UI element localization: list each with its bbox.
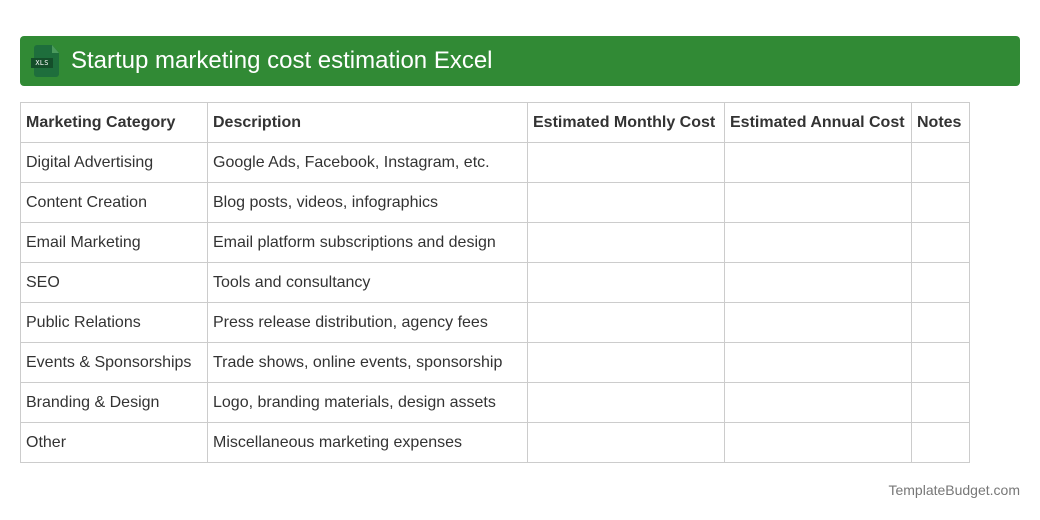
annual-cost-cell: [724, 142, 912, 183]
notes-cell: [911, 222, 970, 263]
category-cell: Email Marketing: [20, 222, 208, 263]
notes-cell: [911, 142, 970, 183]
annual-cost-cell: [724, 422, 912, 463]
column-header-annual-cost: Estimated Annual Cost: [724, 102, 912, 143]
annual-cost-cell: [724, 302, 912, 343]
description-cell: Trade shows, online events, sponsorship: [207, 342, 528, 383]
table-row: Public Relations Press release distribut…: [20, 302, 970, 343]
title-banner: XLS Startup marketing cost estimation Ex…: [20, 36, 1020, 86]
monthly-cost-cell: [527, 382, 725, 423]
description-cell: Miscellaneous marketing expenses: [207, 422, 528, 463]
category-cell: SEO: [20, 262, 208, 303]
annual-cost-cell: [724, 182, 912, 223]
category-cell: Content Creation: [20, 182, 208, 223]
monthly-cost-cell: [527, 182, 725, 223]
description-cell: Press release distribution, agency fees: [207, 302, 528, 343]
monthly-cost-cell: [527, 262, 725, 303]
notes-cell: [911, 302, 970, 343]
table-header-row: Marketing Category Description Estimated…: [20, 102, 970, 143]
table-row: Digital Advertising Google Ads, Facebook…: [20, 142, 970, 183]
category-cell: Branding & Design: [20, 382, 208, 423]
table-row: SEO Tools and consultancy: [20, 262, 970, 303]
column-header-monthly-cost: Estimated Monthly Cost: [527, 102, 725, 143]
description-cell: Blog posts, videos, infographics: [207, 182, 528, 223]
description-cell: Google Ads, Facebook, Instagram, etc.: [207, 142, 528, 183]
cost-table: Marketing Category Description Estimated…: [20, 102, 970, 463]
notes-cell: [911, 182, 970, 223]
annual-cost-cell: [724, 262, 912, 303]
description-cell: Email platform subscriptions and design: [207, 222, 528, 263]
footer-brand: TemplateBudget.com: [888, 482, 1020, 498]
category-cell: Digital Advertising: [20, 142, 208, 183]
category-cell: Other: [20, 422, 208, 463]
column-header-description: Description: [207, 102, 528, 143]
notes-cell: [911, 422, 970, 463]
annual-cost-cell: [724, 222, 912, 263]
category-cell: Events & Sponsorships: [20, 342, 208, 383]
notes-cell: [911, 262, 970, 303]
table-row: Events & Sponsorships Trade shows, onlin…: [20, 342, 970, 383]
notes-cell: [911, 382, 970, 423]
page-title: Startup marketing cost estimation Excel: [71, 47, 493, 74]
column-header-notes: Notes: [911, 102, 970, 143]
column-header-category: Marketing Category: [20, 102, 208, 143]
notes-cell: [911, 342, 970, 383]
table-row: Email Marketing Email platform subscript…: [20, 222, 970, 263]
description-cell: Logo, branding materials, design assets: [207, 382, 528, 423]
annual-cost-cell: [724, 382, 912, 423]
annual-cost-cell: [724, 342, 912, 383]
monthly-cost-cell: [527, 222, 725, 263]
xls-file-icon: XLS: [31, 45, 59, 77]
monthly-cost-cell: [527, 422, 725, 463]
monthly-cost-cell: [527, 302, 725, 343]
monthly-cost-cell: [527, 142, 725, 183]
description-cell: Tools and consultancy: [207, 262, 528, 303]
monthly-cost-cell: [527, 342, 725, 383]
table-row: Branding & Design Logo, branding materia…: [20, 382, 970, 423]
table-row: Content Creation Blog posts, videos, inf…: [20, 182, 970, 223]
category-cell: Public Relations: [20, 302, 208, 343]
table-row: Other Miscellaneous marketing expenses: [20, 422, 970, 463]
